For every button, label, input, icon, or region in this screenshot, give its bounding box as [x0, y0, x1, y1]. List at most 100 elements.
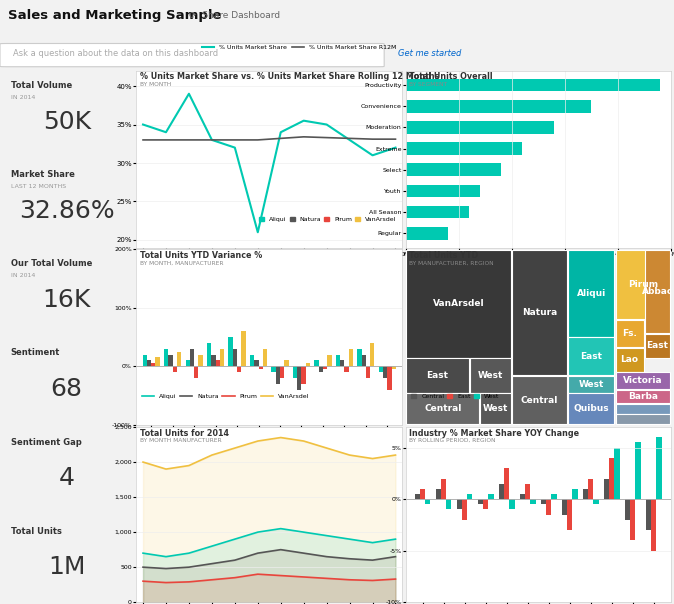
- Bar: [406, 121, 554, 133]
- Bar: [177, 352, 181, 366]
- VanArsdel: [162, 466, 170, 473]
- Bar: [530, 499, 536, 504]
- Text: Lao: Lao: [621, 355, 638, 364]
- Bar: [340, 361, 344, 366]
- VanArsdel: [300, 437, 308, 445]
- Text: East: East: [580, 352, 602, 361]
- Bar: [361, 355, 366, 366]
- Bar: [379, 366, 383, 372]
- Bar: [541, 499, 546, 504]
- Bar: [406, 250, 511, 358]
- Bar: [147, 361, 151, 366]
- Text: Quibus: Quibus: [574, 404, 609, 413]
- Text: IN 2014: IN 2014: [11, 274, 35, 278]
- Natura: [162, 565, 170, 572]
- Bar: [370, 343, 375, 366]
- Aliqui: [208, 542, 216, 550]
- Bar: [512, 250, 567, 375]
- Bar: [314, 361, 319, 366]
- Bar: [478, 499, 483, 504]
- Text: 50K: 50K: [42, 110, 91, 133]
- Bar: [457, 499, 462, 509]
- Bar: [615, 250, 670, 319]
- Line: Aliqui: Aliqui: [143, 528, 396, 557]
- VanArsdel: [369, 455, 377, 462]
- Bar: [357, 349, 361, 366]
- Bar: [520, 494, 525, 499]
- Bar: [615, 390, 670, 403]
- Bar: [254, 361, 259, 366]
- Text: Total Units: Total Units: [11, 527, 61, 536]
- Text: BY MONTH: BY MONTH: [140, 82, 171, 86]
- Natura: [323, 553, 331, 561]
- Text: Abbac: Abbac: [642, 287, 673, 296]
- Bar: [615, 320, 644, 347]
- Text: East: East: [427, 371, 448, 380]
- Text: West: West: [483, 404, 508, 413]
- Bar: [173, 366, 177, 372]
- Text: IN 2014: IN 2014: [11, 95, 35, 100]
- VanArsdel: [185, 462, 193, 469]
- Bar: [259, 366, 263, 369]
- Bar: [344, 366, 348, 372]
- Bar: [651, 499, 656, 551]
- Text: LAST 12 MONTHS: LAST 12 MONTHS: [11, 184, 66, 190]
- Pirum: [162, 579, 170, 586]
- Bar: [306, 363, 310, 366]
- Bar: [185, 361, 190, 366]
- Aliqui: [346, 536, 354, 543]
- Line: VanArsdel: VanArsdel: [143, 437, 396, 469]
- Bar: [143, 355, 147, 366]
- Bar: [323, 366, 328, 369]
- Text: Barba: Barba: [627, 392, 658, 401]
- Bar: [319, 366, 323, 372]
- Text: Ask a question about the data on this dashboard: Ask a question about the data on this da…: [13, 50, 218, 58]
- Bar: [406, 100, 591, 112]
- Text: 68: 68: [51, 377, 83, 401]
- Bar: [348, 349, 353, 366]
- Pirum: [231, 574, 239, 581]
- Bar: [280, 366, 284, 378]
- Legend: Central, East, West: Central, East, West: [409, 391, 502, 402]
- Bar: [646, 499, 651, 530]
- Bar: [366, 366, 370, 378]
- VanArsdel: [392, 451, 400, 458]
- Bar: [406, 393, 479, 424]
- Bar: [406, 164, 501, 176]
- Text: ⟳  Share Dashboard: ⟳ Share Dashboard: [189, 11, 280, 19]
- Bar: [211, 355, 216, 366]
- Bar: [551, 494, 557, 499]
- Text: West: West: [578, 380, 604, 389]
- VanArsdel: [139, 458, 147, 466]
- Legend: Aliqui, Natura, Pirum, VanArsdel: Aliqui, Natura, Pirum, VanArsdel: [140, 391, 312, 402]
- Bar: [216, 361, 220, 366]
- Bar: [301, 366, 306, 384]
- Pirum: [392, 576, 400, 583]
- Aliqui: [369, 539, 377, 546]
- Bar: [546, 499, 551, 515]
- Bar: [435, 489, 441, 499]
- Bar: [562, 499, 567, 515]
- Pirum: [253, 571, 262, 578]
- Bar: [276, 366, 280, 384]
- Legend: % Units Market Share, % Units Market Share R12M: % Units Market Share, % Units Market Sha…: [199, 42, 399, 53]
- Bar: [499, 484, 504, 499]
- Pirum: [300, 573, 308, 580]
- Bar: [263, 349, 267, 366]
- Aliqui: [253, 528, 262, 536]
- Bar: [241, 331, 245, 366]
- Text: % Units Market Share vs. % Units Market Share Rolling 12 Months: % Units Market Share vs. % Units Market …: [140, 72, 439, 82]
- Bar: [568, 376, 615, 393]
- Bar: [406, 358, 469, 393]
- Bar: [604, 478, 609, 499]
- Bar: [467, 494, 472, 499]
- Text: VanArsdel: VanArsdel: [433, 299, 485, 308]
- Bar: [446, 499, 452, 509]
- Text: Market Share: Market Share: [11, 170, 75, 179]
- Bar: [470, 358, 511, 393]
- Aliqui: [392, 536, 400, 543]
- Bar: [392, 366, 396, 369]
- Text: Natura: Natura: [522, 308, 557, 317]
- Text: West: West: [478, 371, 503, 380]
- Bar: [615, 414, 670, 424]
